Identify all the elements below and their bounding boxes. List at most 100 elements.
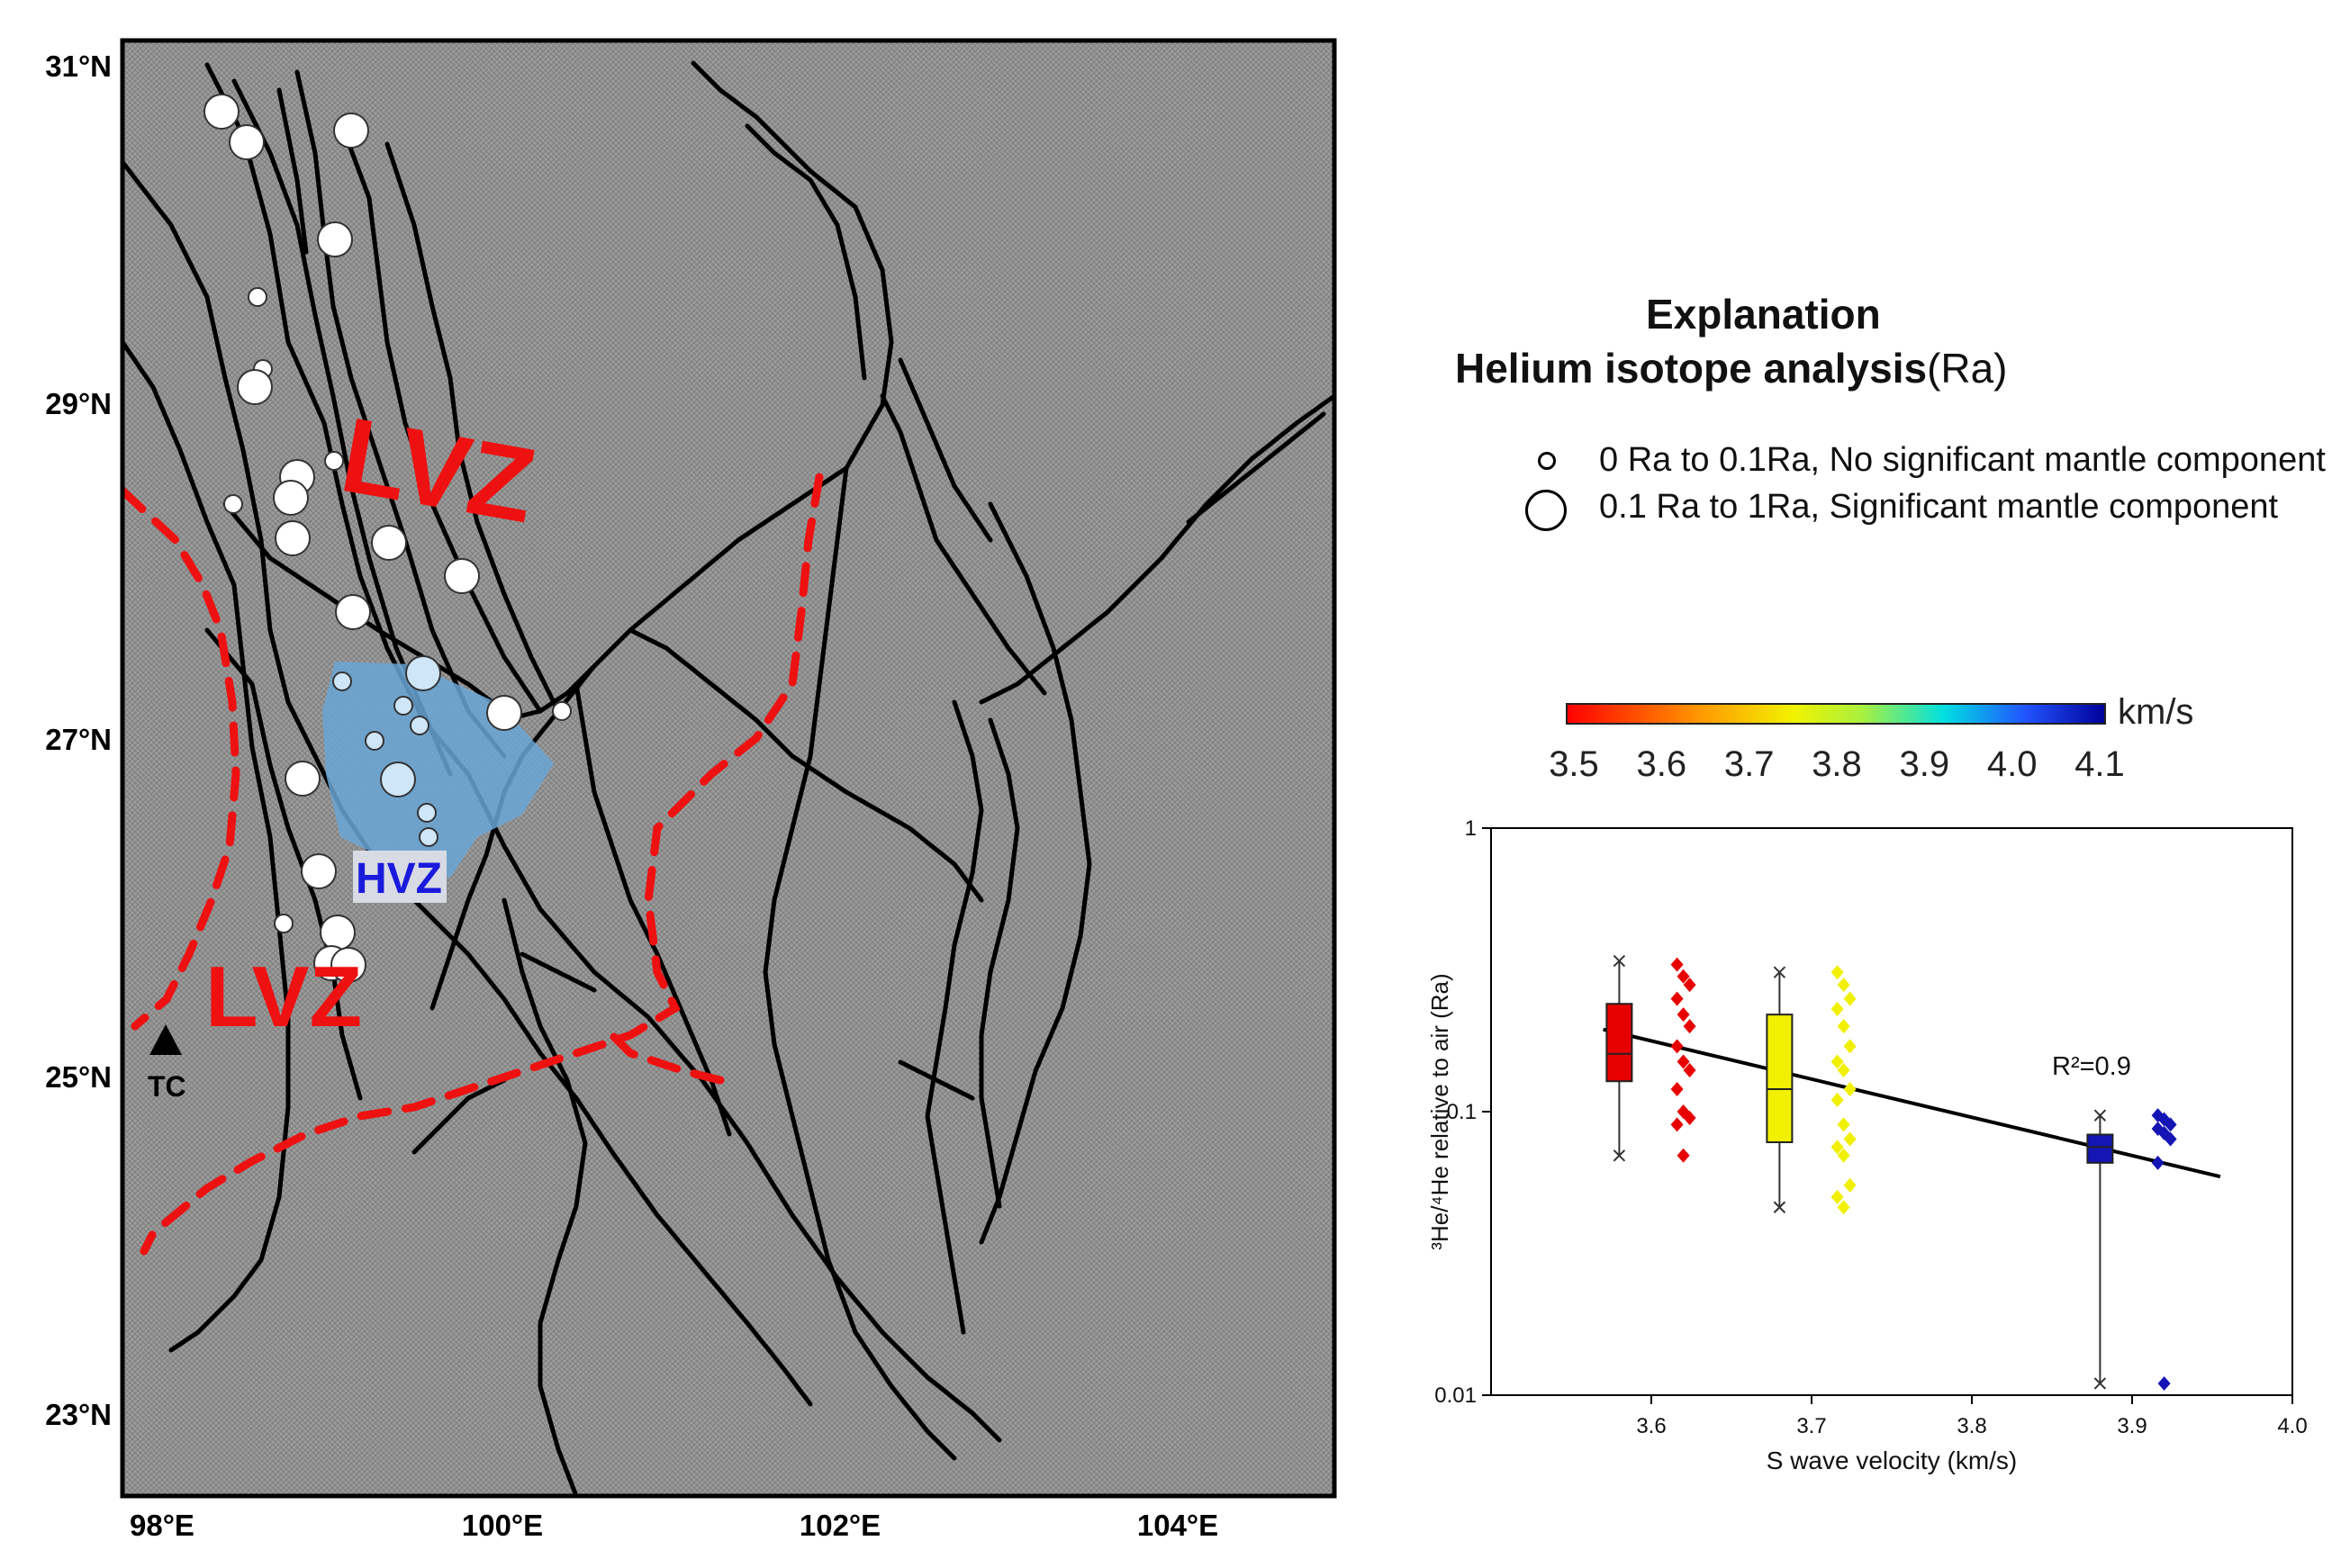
data-point: [2151, 1155, 2165, 1170]
sample-point: [274, 914, 294, 933]
colorbar-tick-label: 3.8: [1812, 744, 1862, 784]
sample-point: [301, 853, 337, 889]
data-point: [1830, 1140, 1844, 1155]
box-body: [2086, 1133, 2114, 1164]
sample-point: [275, 520, 311, 556]
data-point: [1830, 1002, 1844, 1017]
data-point: [1837, 1148, 1850, 1163]
colorbar-gradient: [1566, 703, 2106, 725]
data-point: [1843, 1082, 1857, 1097]
lon-label: 104°E: [1137, 1509, 1218, 1542]
explanation-subtitle-text: Helium isotope analysis: [1455, 345, 1928, 392]
data-point: [1830, 1092, 1844, 1107]
x-tick-label: 3.6: [1636, 1414, 1666, 1438]
chart-y-axis-label: ³He/⁴He relative to air (Ra): [1426, 973, 1453, 1249]
colorbar-tick-label: 3.5: [1549, 744, 1599, 784]
fault-lines: [122, 60, 1334, 1496]
lvz-boundaries: [122, 473, 824, 1256]
data-point: [1837, 978, 1850, 993]
colorbar-unit: km/s: [2118, 692, 2193, 732]
colorbar-tick-label: 4.0: [1987, 744, 2038, 784]
lon-label: 102°E: [800, 1509, 881, 1542]
r2-annotation: R²=0.9: [2052, 1052, 2131, 1081]
colorbar-tick-label: 3.7: [1724, 744, 1775, 784]
sample-point: [552, 701, 572, 721]
sample-point: [333, 113, 369, 149]
sample-point: [393, 696, 413, 716]
chart-series: [1605, 954, 1696, 1163]
data-point: [1843, 1131, 1857, 1147]
data-point: [1670, 1117, 1684, 1132]
sample-point: [335, 594, 371, 630]
hvz-label-box: [353, 851, 447, 903]
box-extreme-marker: [1773, 1201, 1786, 1213]
sample-circles: [203, 94, 572, 983]
sample-point: [405, 655, 441, 691]
sample-point: [317, 221, 353, 257]
box-extreme-marker: [1613, 1149, 1626, 1162]
sample-point: [203, 94, 240, 130]
chart-plot-area: [1490, 827, 2293, 1396]
data-point: [1677, 1007, 1690, 1023]
chart-series: [1766, 965, 1857, 1215]
sample-point: [417, 803, 437, 823]
y-tick-label: 1: [1465, 816, 1477, 841]
data-point: [2164, 1131, 2177, 1147]
sample-point: [419, 827, 438, 847]
sample-point: [444, 558, 480, 594]
sample-point: [237, 369, 273, 405]
data-point: [1830, 965, 1844, 980]
colorbar-tick-label: 4.1: [2074, 744, 2125, 784]
data-point: [1670, 1082, 1684, 1097]
chart-x-axis-label: S wave velocity (km/s): [1767, 1446, 2018, 1474]
box-body: [1766, 1014, 1794, 1143]
sample-point: [486, 695, 522, 731]
explanation-subtitle: Helium isotope analysis(Ra): [1455, 344, 2008, 392]
lat-label: 25°N: [45, 1060, 112, 1094]
data-point: [1683, 1062, 1696, 1077]
map-panel: LVZ LVZ HVZ TC 31°N 29°N 27°N 25°N 23°N …: [45, 38, 1337, 1542]
lat-label: 29°N: [45, 387, 112, 420]
data-point: [1677, 1148, 1690, 1163]
legend-large-label: 0.1 Ra to 1Ra, Significant mantle compon…: [1599, 488, 2279, 526]
chart-series: [2086, 1108, 2177, 1391]
sample-point: [229, 124, 265, 160]
sample-point: [330, 947, 366, 983]
data-point: [1830, 1189, 1844, 1204]
sample-point: [273, 480, 309, 516]
legend-small-label: 0 Ra to 0.1Ra, No significant mantle com…: [1599, 441, 2326, 479]
tc-station-label: TC: [148, 1070, 186, 1103]
lat-label: 31°N: [45, 50, 112, 83]
tc-station-marker: [149, 1024, 182, 1055]
x-tick-label: 3.8: [1957, 1414, 1986, 1438]
lat-label: 27°N: [45, 723, 112, 756]
sample-point: [285, 761, 321, 797]
lon-label: 98°E: [130, 1509, 194, 1542]
colorbar-tick-label: 3.9: [1900, 744, 1950, 784]
data-point: [1837, 1117, 1850, 1132]
data-point: [1683, 1111, 1696, 1126]
lvz-south-label: LVZ: [205, 949, 362, 1045]
lon-label: 100°E: [462, 1509, 543, 1542]
box-extreme-marker: [1613, 954, 1626, 968]
helium-velocity-chart: 3.6 3.7 3.8 3.9 4.0 0.01 0.1 1 R²=0.9 S wave ve…: [1426, 816, 2308, 1474]
data-point: [1843, 1177, 1857, 1193]
map-frame: [120, 38, 1337, 1499]
data-point: [2157, 1375, 2171, 1391]
data-point: [1843, 1039, 1857, 1054]
data-point: [1683, 978, 1696, 993]
data-point: [1670, 957, 1684, 972]
data-point: [1830, 1054, 1844, 1069]
sample-point: [380, 761, 416, 798]
sample-point: [223, 494, 243, 514]
x-tick-label: 3.9: [2117, 1414, 2147, 1438]
x-tick-label: 3.7: [1796, 1414, 1826, 1438]
x-tick-label: 4.0: [2277, 1414, 2307, 1438]
data-point: [1677, 1054, 1690, 1069]
data-point: [1837, 1062, 1850, 1077]
legend-large-circle-icon: [1525, 490, 1567, 531]
sample-point: [332, 671, 352, 691]
data-point: [1843, 991, 1857, 1006]
sample-point: [365, 731, 384, 751]
